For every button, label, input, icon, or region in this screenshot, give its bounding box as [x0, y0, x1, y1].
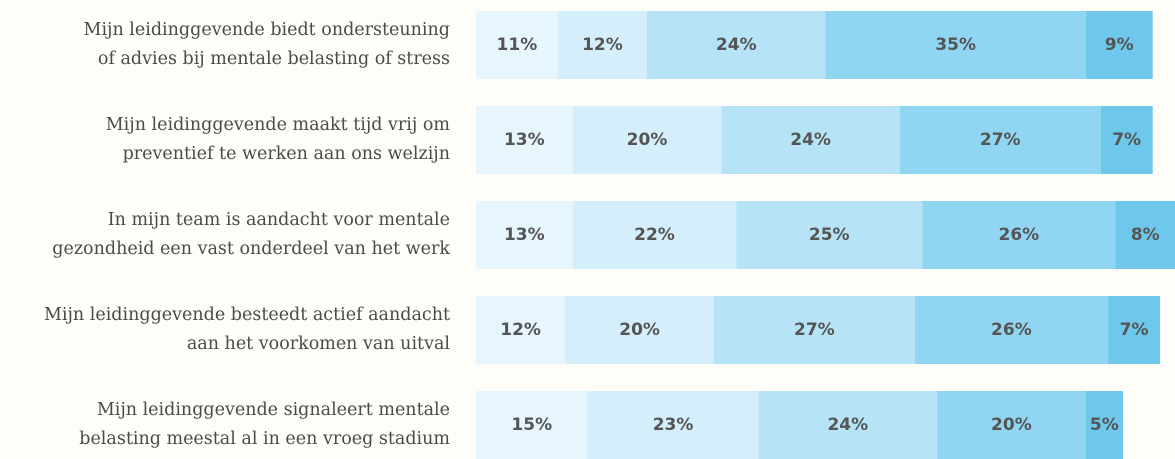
- value-label: 20%: [627, 130, 668, 150]
- bar-segment: [1100, 106, 1153, 174]
- category-label: Mijn leidinggevende signaleert mentale: [97, 400, 450, 420]
- value-label: 12%: [500, 320, 541, 340]
- category-label: Mijn leidinggevende maakt tijd vrij om: [106, 115, 451, 135]
- value-label: 27%: [980, 130, 1021, 150]
- bar-segment: [476, 391, 588, 459]
- bar-segment: [713, 296, 915, 364]
- value-label: 13%: [504, 225, 545, 245]
- value-label: 5%: [1090, 415, 1119, 435]
- bar-segment: [587, 391, 759, 459]
- category-label: preventief te werken aan ons welzijn: [123, 144, 450, 164]
- category-label: Mijn leidinggevende besteedt actief aand…: [44, 305, 450, 325]
- value-label: 13%: [504, 130, 545, 150]
- value-label: 22%: [634, 225, 675, 245]
- value-label: 24%: [716, 35, 757, 55]
- value-label: 12%: [582, 35, 623, 55]
- value-label: 26%: [991, 320, 1032, 340]
- bar-segment: [572, 106, 722, 174]
- bar-segment: [721, 106, 900, 174]
- bar-segment: [1115, 201, 1175, 269]
- value-label: 26%: [998, 225, 1039, 245]
- value-label: 24%: [827, 415, 868, 435]
- value-label: 20%: [991, 415, 1032, 435]
- category-label: In mijn team is aandacht voor mentale: [108, 210, 450, 230]
- value-label: 35%: [935, 35, 976, 55]
- bar-segment: [572, 201, 737, 269]
- bar-segment: [647, 11, 826, 79]
- bar-segment: [736, 201, 923, 269]
- value-label: 25%: [809, 225, 850, 245]
- category-label: Mijn leidinggevende biedt ondersteuning: [84, 20, 450, 40]
- value-label: 9%: [1105, 35, 1134, 55]
- value-label: 11%: [497, 35, 538, 55]
- value-label: 7%: [1112, 130, 1141, 150]
- value-label: 27%: [794, 320, 835, 340]
- bar-segment: [1085, 11, 1153, 79]
- value-label: 24%: [790, 130, 831, 150]
- bar-segment: [825, 11, 1086, 79]
- value-label: 8%: [1131, 225, 1160, 245]
- category-label: belasting meestal al in een vroeg stadiu…: [79, 429, 450, 449]
- bar-segment: [914, 296, 1109, 364]
- bar-segment: [1108, 296, 1161, 364]
- value-label: 23%: [653, 415, 694, 435]
- bar-segment: [476, 11, 558, 79]
- value-label: 7%: [1120, 320, 1149, 340]
- bar-segment: [476, 296, 566, 364]
- bar-segment: [565, 296, 714, 364]
- bar-segment: [1085, 391, 1123, 459]
- bar-segment: [557, 11, 648, 79]
- bar-segment: [476, 201, 573, 269]
- bar-segment: [937, 391, 1086, 459]
- bar-segment: [758, 391, 938, 459]
- value-label: 15%: [511, 415, 552, 435]
- bar-segment: [922, 201, 1116, 269]
- bar-segment: [476, 106, 573, 174]
- category-label: gezondheid een vast onderdeel van het we…: [52, 239, 450, 259]
- category-label: aan het voorkomen van uitval: [187, 334, 451, 354]
- category-label: of advies bij mentale belasting of stres…: [98, 49, 450, 69]
- value-label: 20%: [619, 320, 660, 340]
- bar-segment: [899, 106, 1101, 174]
